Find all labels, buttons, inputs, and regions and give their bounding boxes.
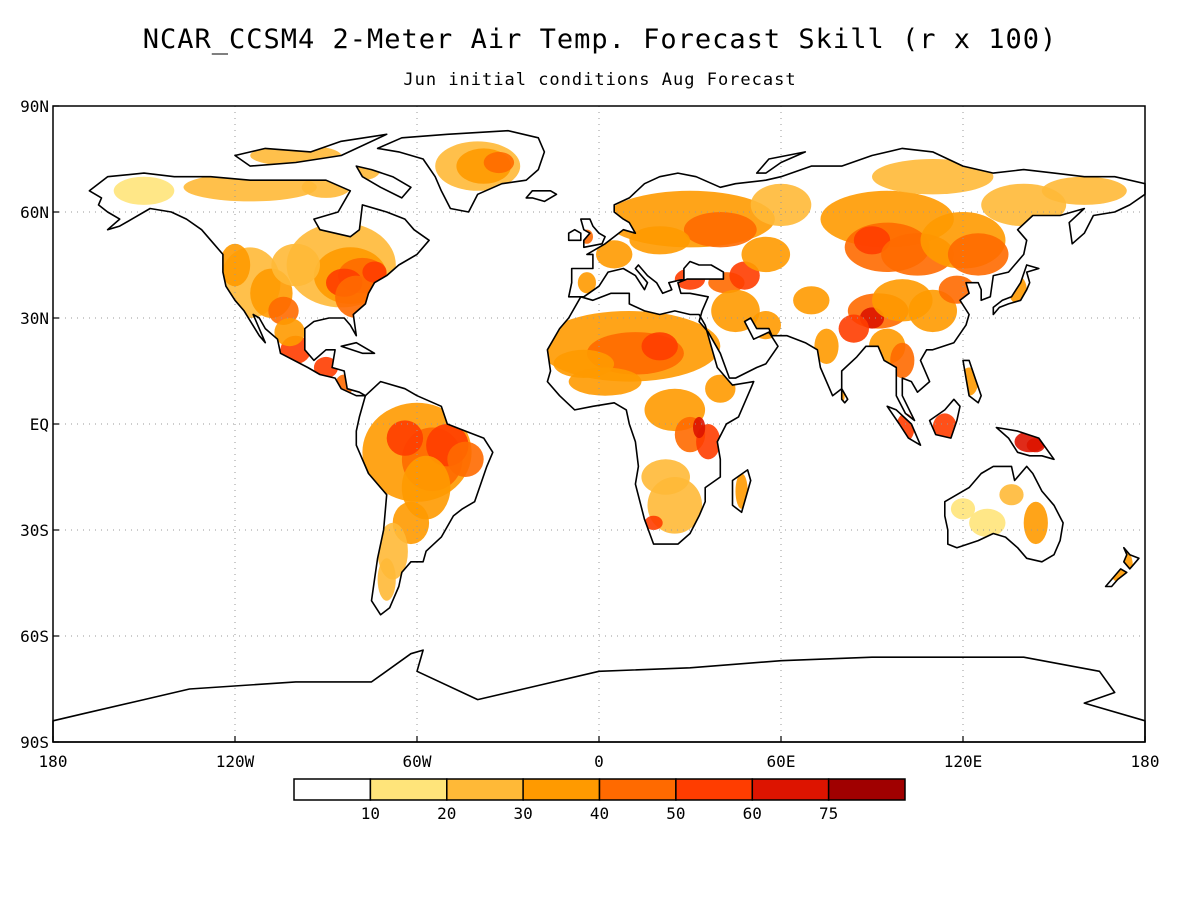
coastline-south-america [355, 380, 494, 616]
skill-patch [999, 484, 1024, 506]
skill-patch [693, 416, 706, 439]
skill-patch [1026, 438, 1045, 453]
coastline-nz-south [1104, 568, 1128, 588]
colorbar-label: 60 [743, 804, 762, 823]
coastline-baffin [355, 165, 412, 199]
latitude-labels: 90N 60N 30N EQ 30S 60S 90S [20, 97, 59, 752]
skill-patch [447, 441, 484, 477]
skill-patch [814, 328, 839, 364]
longitude-label: 60W [403, 752, 432, 771]
skill-patch [908, 289, 957, 333]
colorbar-swatch [675, 778, 754, 801]
coastline-japan [992, 264, 1040, 316]
latitude-label: 30S [20, 521, 49, 540]
skill-patch [362, 261, 387, 283]
coastline-eurasia [567, 147, 1146, 422]
skill-patch [750, 183, 812, 227]
skill-patch [386, 420, 424, 456]
colorbar-label: 40 [590, 804, 609, 823]
colorbar-label: 10 [361, 804, 380, 823]
longitude-label: 60E [767, 752, 796, 771]
colorbar-swatch [369, 778, 448, 801]
skill-patch [969, 508, 1006, 537]
longitude-label: 0 [594, 752, 604, 771]
longitude-label: 180 [1131, 752, 1160, 771]
coastline-borneo [928, 398, 961, 439]
coastline-new-guinea [995, 426, 1055, 461]
skill-patch [793, 286, 830, 315]
coastline-sumatra [886, 405, 922, 446]
coastline-greenland [376, 129, 546, 213]
skill-patch [483, 151, 515, 174]
coastline-africa [546, 292, 755, 545]
colorbar-label: 30 [513, 804, 532, 823]
coastline-antarctica [52, 649, 1146, 743]
coastline-arctic-islands [234, 133, 388, 167]
skill-patch [741, 236, 791, 273]
skill-patch [568, 367, 642, 396]
latitude-label: 90N [20, 97, 49, 116]
colorbar-swatch [446, 778, 524, 801]
skill-patch [644, 515, 663, 531]
skill-patch [274, 318, 305, 347]
skill-patch [947, 233, 1009, 276]
skill-patch [577, 272, 597, 294]
coastline-australia [944, 465, 1064, 563]
colorbar-label: 75 [819, 804, 838, 823]
longitude-label: 120E [944, 752, 983, 771]
coastline-cuba [340, 341, 376, 355]
coastline-nz-north [1123, 546, 1140, 570]
colorbar-swatch [827, 778, 906, 801]
skill-patch [1023, 501, 1048, 545]
coastline-sri-lanka [840, 387, 849, 404]
latitude-label: 60S [20, 627, 49, 646]
latitude-label: 90S [20, 733, 49, 752]
colorbar-swatch [598, 778, 677, 801]
colorbar-swatch [751, 778, 830, 801]
chart-subtitle: Jun initial conditions Aug Forecast [403, 70, 797, 90]
colorbar-label: 20 [437, 804, 456, 823]
skill-patch [1041, 176, 1127, 205]
skill-patch [872, 159, 994, 195]
coastline-uk [580, 218, 606, 249]
latitude-label: EQ [30, 415, 49, 434]
skill-patch [838, 314, 869, 343]
coastline-madagascar [731, 469, 752, 514]
skill-patch [705, 374, 736, 403]
skill-patch [271, 243, 321, 287]
latitude-label: 30N [20, 309, 49, 328]
latitude-label: 60N [20, 203, 49, 222]
colorbar-swatch [522, 778, 601, 801]
coastline-iceland [525, 190, 558, 203]
skill-patch [219, 243, 251, 287]
skill-patch [641, 459, 690, 495]
coastline-novaya-zemlya [755, 151, 807, 174]
longitude-label: 180 [39, 752, 68, 771]
skill-patch [377, 558, 396, 601]
chart-title: NCAR_CCSM4 2-Meter Air Temp. Forecast Sk… [142, 24, 1058, 55]
skill-patch [853, 226, 891, 255]
colorbar: 10 20 30 40 50 60 75 [293, 778, 906, 823]
coastline-north-america [88, 172, 430, 397]
gridlines [53, 106, 1145, 742]
longitude-labels: 180 120W 60W 0 60E 120E 180 [39, 736, 1160, 771]
skill-patch [683, 212, 757, 248]
coastline-philippines [962, 359, 982, 404]
coastline-ireland [567, 228, 582, 242]
skill-patch [641, 332, 678, 361]
skill-patch [596, 240, 633, 269]
longitude-label: 120W [216, 752, 255, 771]
colorbar-label: 50 [666, 804, 685, 823]
skill-contours [113, 141, 1133, 601]
colorbar-swatch [293, 778, 372, 801]
skill-patch [313, 356, 339, 379]
coastlines [52, 129, 1146, 743]
skill-patch [629, 226, 690, 255]
skill-patch [113, 176, 175, 205]
